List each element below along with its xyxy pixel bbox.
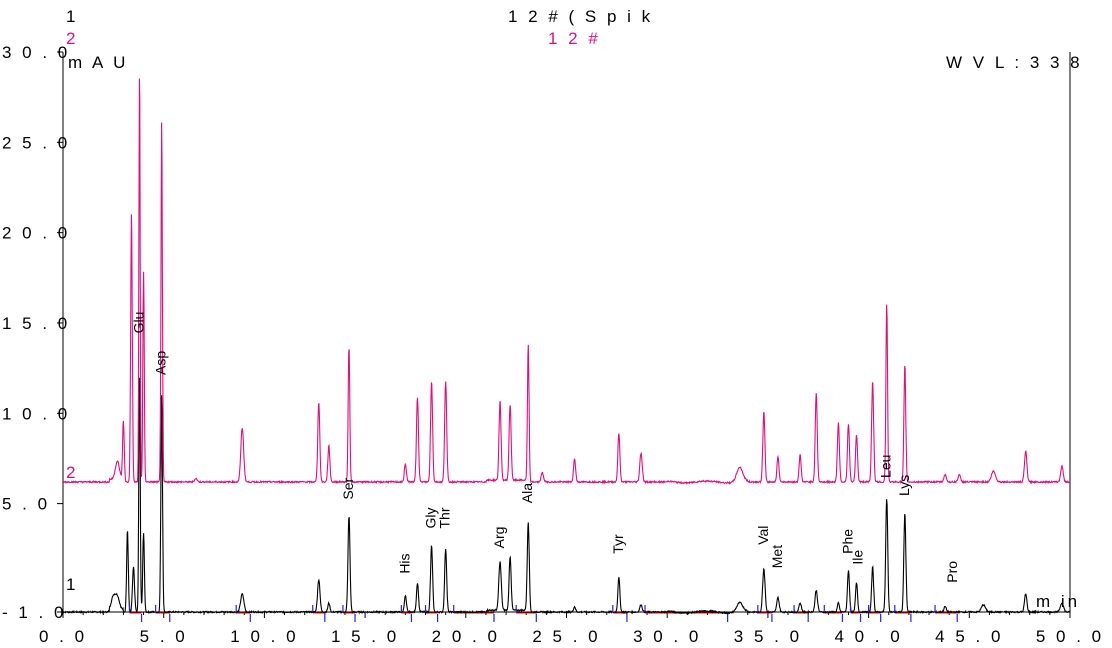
trace-1-line <box>62 377 1071 615</box>
peak-label-gly: Gly <box>423 508 439 529</box>
x-unit-label: m in <box>1036 592 1080 611</box>
trace2-index: 2 <box>66 29 78 48</box>
x-tick-label: 5 0 . 0 <box>1036 627 1104 646</box>
x-tick-label: 2 5 . 0 <box>532 627 600 646</box>
trace2-title: 1 2 # <box>548 29 601 48</box>
y-unit-label: m A U <box>68 53 128 72</box>
peak-label-phe: Phe <box>839 529 855 554</box>
axis-ticks: 0 . 0 5 . 0 1 0 . 0 1 5 . 0 2 0 . 0 2 5 . 0 3 … <box>2 43 1104 646</box>
x-tick-label: 3 0 . 0 <box>633 627 701 646</box>
y-tick-label: - 1 . 0 <box>2 603 66 622</box>
y-tick-label: 3 0 . 0 <box>2 43 70 62</box>
y-tick-label: 2 5 . 0 <box>2 133 70 152</box>
x-tick-label: 0 . 0 <box>39 627 87 646</box>
traces <box>62 78 1071 615</box>
peak-label-arg: Arg <box>491 527 507 549</box>
peak-label-leu: Leu <box>878 455 894 478</box>
trace1-index: 1 <box>66 7 78 26</box>
trace1-start-index: 1 <box>66 575 78 594</box>
peak-label-pro: Pro <box>944 561 960 583</box>
peak-label-ile: Ile <box>850 550 866 565</box>
peak-label-lys: Lys <box>896 475 912 496</box>
x-tick-label: 2 0 . 0 <box>432 627 500 646</box>
peak-label-tyr: Tyr <box>610 534 626 554</box>
trace-2-line <box>62 78 1071 485</box>
peak-label-ser: Ser <box>340 477 356 499</box>
integration-marks <box>128 605 958 622</box>
peak-label-glu: Glu <box>131 312 147 334</box>
x-tick-label: 3 5 . 0 <box>734 627 802 646</box>
y-tick-label: 1 5 . 0 <box>2 314 70 333</box>
x-tick-label: 5 . 0 <box>140 627 188 646</box>
peak-label-met: Met <box>769 545 785 568</box>
y-tick-label: 2 0 . 0 <box>2 224 70 243</box>
wavelength-label: W V L : 3 3 8 <box>946 53 1083 72</box>
peak-label-his: His <box>396 553 412 573</box>
x-tick-label: 4 5 . 0 <box>935 627 1003 646</box>
y-tick-label: 5 . 0 <box>2 495 50 514</box>
peak-label-val: Val <box>755 526 771 545</box>
peak-label-thr: Thr <box>437 507 453 528</box>
peak-label-asp: Asp <box>153 351 169 375</box>
trace1-title: 1 2 # ( S p i k <box>508 7 653 26</box>
x-tick-label: 1 5 . 0 <box>331 627 399 646</box>
x-tick-label: 4 0 . 0 <box>834 627 902 646</box>
x-tick-label: 1 0 . 0 <box>230 627 298 646</box>
trace2-start-index: 2 <box>66 463 78 482</box>
peak-label-ala: Ala <box>519 483 535 503</box>
y-tick-label: 1 0 . 0 <box>2 404 70 423</box>
